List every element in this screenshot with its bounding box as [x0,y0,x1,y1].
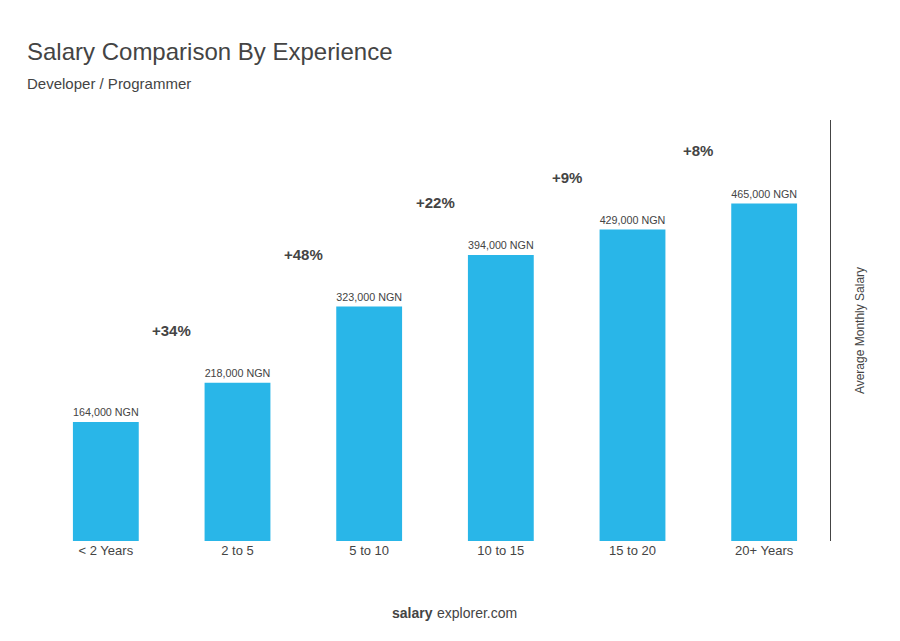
svg-text:+34%: +34% [152,322,191,339]
svg-text:+22%: +22% [416,194,455,211]
svg-text:Developer / Programmer: Developer / Programmer [27,75,191,92]
svg-text:164,000 NGN: 164,000 NGN [73,406,139,418]
svg-text:10 to 15: 10 to 15 [477,543,524,558]
svg-text:+9%: +9% [552,169,582,186]
svg-text:218,000 NGN: 218,000 NGN [205,367,271,379]
svg-text:323,000 NGN: 323,000 NGN [336,291,402,303]
svg-text:5 to 10: 5 to 10 [349,543,389,558]
svg-text:465,000 NGN: 465,000 NGN [731,188,797,200]
svg-text:15 to 20: 15 to 20 [609,543,656,558]
svg-text:Salary Comparison By Experienc: Salary Comparison By Experience [27,38,393,65]
svg-text:< 2 Years: < 2 Years [79,543,134,558]
svg-text:explorer.com: explorer.com [437,605,517,621]
svg-text:20+ Years: 20+ Years [735,543,794,558]
svg-text:+48%: +48% [284,246,323,263]
svg-text:salary: salary [392,605,433,621]
svg-text:+8%: +8% [683,142,713,159]
svg-text:2 to 5: 2 to 5 [221,543,254,558]
svg-text:394,000 NGN: 394,000 NGN [468,239,534,251]
svg-text:Average Monthly Salary: Average Monthly Salary [853,267,867,394]
svg-text:429,000 NGN: 429,000 NGN [600,214,666,226]
